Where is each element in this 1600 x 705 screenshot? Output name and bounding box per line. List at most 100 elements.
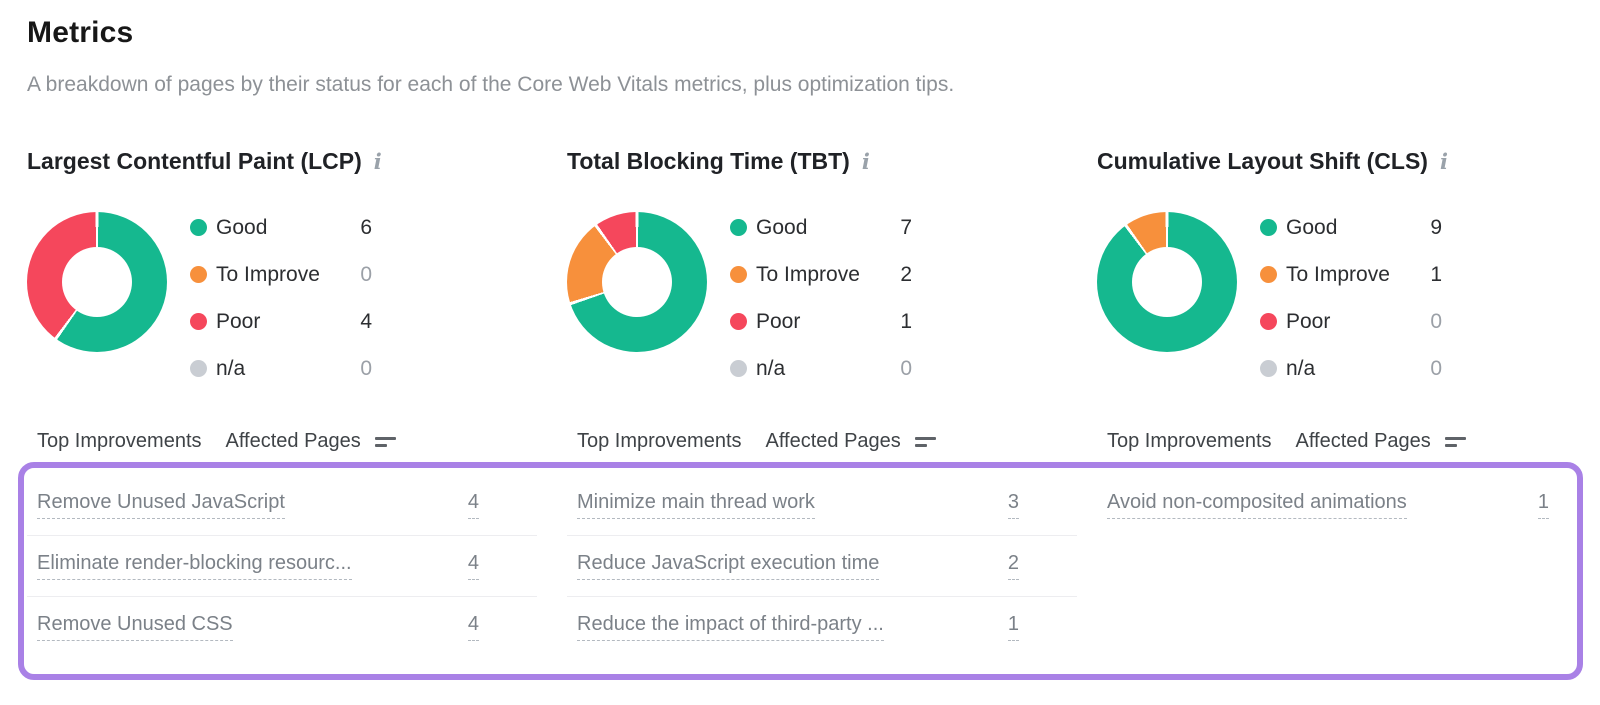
- legend-label: Poor: [756, 309, 801, 333]
- table-header: Top Improvements Affected Pages: [1097, 430, 1466, 453]
- improvement-link[interactable]: Reduce the impact of third-party ...: [577, 613, 884, 641]
- info-icon[interactable]: i: [1439, 149, 1448, 174]
- legend-value: 0: [1430, 309, 1442, 333]
- legend-value: 1: [900, 309, 912, 333]
- row-divider: [27, 596, 537, 597]
- legend-item-na: n/a 0: [1260, 345, 1442, 392]
- row-divider: [567, 596, 1077, 597]
- affected-pages-count[interactable]: 1: [1007, 613, 1019, 641]
- chart-legend: Good 9 To Improve 1 Poor 0 n/a 0: [1260, 204, 1442, 392]
- row-divider: [567, 535, 1077, 536]
- donut-chart-tbt: [567, 212, 707, 352]
- donut-hole: [1132, 247, 1202, 317]
- metric-title-row-lcp: Largest Contentful Paint (LCP) i: [27, 148, 382, 175]
- metric-section-tbt: Total Blocking Time (TBT) i Good 7 To Improv…: [567, 140, 1083, 700]
- donut-hole: [602, 247, 672, 317]
- metric-section-lcp: Largest Contentful Paint (LCP) i Good 6 To I…: [27, 140, 543, 700]
- metric-title: Largest Contentful Paint (LCP): [27, 148, 362, 174]
- row-divider: [27, 535, 537, 536]
- improvement-link[interactable]: Remove Unused CSS: [37, 613, 233, 641]
- improvement-row[interactable]: Reduce JavaScript execution time 2: [567, 536, 1077, 596]
- legend-value: 0: [360, 356, 372, 380]
- metric-title-row-cls: Cumulative Layout Shift (CLS) i: [1097, 148, 1448, 175]
- legend-dot-good: [730, 219, 747, 236]
- metric-title: Cumulative Layout Shift (CLS): [1097, 148, 1428, 174]
- legend-dot-to_improve: [190, 266, 207, 283]
- legend-value: 6: [360, 215, 372, 239]
- legend-value: 0: [360, 262, 372, 286]
- improvement-link[interactable]: Eliminate render-blocking resourc...: [37, 552, 352, 580]
- improvement-link[interactable]: Reduce JavaScript execution time: [577, 552, 880, 580]
- legend-item-to_improve: To Improve 0: [190, 251, 372, 298]
- improvement-row[interactable]: Remove Unused CSS 4: [27, 597, 537, 657]
- metric-title-row-tbt: Total Blocking Time (TBT) i: [567, 148, 870, 175]
- improvement-row[interactable]: Avoid non-composited animations 1: [1097, 475, 1600, 535]
- sort-icon[interactable]: [914, 436, 936, 447]
- legend-value: 2: [900, 262, 912, 286]
- affected-pages-count[interactable]: 2: [1007, 552, 1019, 580]
- affected-pages-column-header: Affected Pages: [765, 430, 901, 452]
- improvement-row[interactable]: Eliminate render-blocking resourc... 4: [27, 536, 537, 596]
- legend-label: To Improve: [216, 262, 320, 286]
- legend-item-to_improve: To Improve 1: [1260, 251, 1442, 298]
- improvement-link[interactable]: Remove Unused JavaScript: [37, 491, 285, 519]
- legend-value: 0: [1430, 356, 1442, 380]
- legend-item-poor: Poor 4: [190, 298, 372, 345]
- legend-item-good: Good 9: [1260, 204, 1442, 251]
- legend-dot-poor: [1260, 313, 1277, 330]
- legend-dot-to_improve: [730, 266, 747, 283]
- metric-section-cls: Cumulative Layout Shift (CLS) i Good 9 To Im…: [1097, 140, 1600, 700]
- legend-item-na: n/a 0: [730, 345, 912, 392]
- donut-chart-lcp: [27, 212, 167, 352]
- info-icon[interactable]: i: [861, 149, 870, 174]
- improvements-table: Avoid non-composited animations 1: [1097, 475, 1600, 535]
- affected-pages-count[interactable]: 1: [1537, 491, 1549, 519]
- legend-label: Good: [1286, 215, 1338, 239]
- table-header: Top Improvements Affected Pages: [567, 430, 936, 453]
- legend-label: n/a: [1286, 356, 1316, 380]
- affected-pages-count[interactable]: 3: [1007, 491, 1019, 519]
- sort-icon[interactable]: [374, 436, 396, 447]
- legend-label: Good: [756, 215, 808, 239]
- improvement-row[interactable]: Reduce the impact of third-party ... 1: [567, 597, 1077, 657]
- info-icon[interactable]: i: [373, 149, 382, 174]
- improvement-link[interactable]: Minimize main thread work: [577, 491, 815, 519]
- affected-pages-column-header: Affected Pages: [1295, 430, 1431, 452]
- legend-item-to_improve: To Improve 2: [730, 251, 912, 298]
- affected-pages-count[interactable]: 4: [467, 552, 479, 580]
- improvement-row[interactable]: Remove Unused JavaScript 4: [27, 475, 537, 535]
- improvement-link[interactable]: Avoid non-composited animations: [1107, 491, 1407, 519]
- table-header: Top Improvements Affected Pages: [27, 430, 396, 453]
- donut-hole: [62, 247, 132, 317]
- legend-label: n/a: [216, 356, 246, 380]
- legend-dot-poor: [190, 313, 207, 330]
- improvements-column-header: Top Improvements: [1107, 430, 1272, 452]
- legend-label: Poor: [216, 309, 261, 333]
- legend-dot-good: [1260, 219, 1277, 236]
- affected-pages-count[interactable]: 4: [467, 491, 479, 519]
- highlight-box: [18, 462, 1583, 680]
- legend-value: 9: [1430, 215, 1442, 239]
- legend-label: n/a: [756, 356, 786, 380]
- metric-title: Total Blocking Time (TBT): [567, 148, 850, 174]
- legend-dot-to_improve: [1260, 266, 1277, 283]
- affected-pages-column-header: Affected Pages: [225, 430, 361, 452]
- legend-dot-good: [190, 219, 207, 236]
- legend-value: 1: [1430, 262, 1442, 286]
- improvement-row[interactable]: Minimize main thread work 3: [567, 475, 1077, 535]
- improvements-column-header: Top Improvements: [37, 430, 202, 452]
- improvements-column-header: Top Improvements: [577, 430, 742, 452]
- chart-legend: Good 7 To Improve 2 Poor 1 n/a 0: [730, 204, 912, 392]
- affected-pages-count[interactable]: 4: [467, 613, 479, 641]
- legend-label: To Improve: [756, 262, 860, 286]
- legend-label: Good: [216, 215, 268, 239]
- sort-icon[interactable]: [1444, 436, 1466, 447]
- legend-dot-poor: [730, 313, 747, 330]
- legend-item-poor: Poor 1: [730, 298, 912, 345]
- chart-legend: Good 6 To Improve 0 Poor 4 n/a 0: [190, 204, 372, 392]
- legend-dot-na: [190, 360, 207, 377]
- donut-chart-cls: [1097, 212, 1237, 352]
- legend-label: To Improve: [1286, 262, 1390, 286]
- legend-dot-na: [1260, 360, 1277, 377]
- legend-value: 4: [360, 309, 372, 333]
